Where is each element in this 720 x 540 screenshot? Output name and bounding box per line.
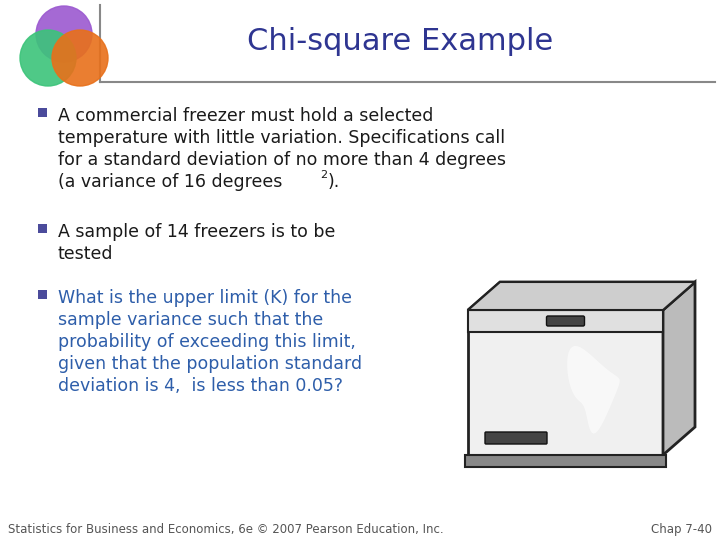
Text: probability of exceeding this limit,: probability of exceeding this limit, — [58, 333, 356, 351]
Polygon shape — [567, 346, 620, 434]
Circle shape — [20, 30, 76, 86]
Text: What is the upper limit (K) for the: What is the upper limit (K) for the — [58, 289, 352, 307]
Text: A sample of 14 freezers is to be: A sample of 14 freezers is to be — [58, 223, 336, 241]
Circle shape — [52, 30, 108, 86]
Text: given that the population standard: given that the population standard — [58, 355, 362, 373]
Polygon shape — [468, 310, 663, 332]
Text: tested: tested — [58, 245, 114, 263]
FancyBboxPatch shape — [485, 432, 547, 444]
Text: A commercial freezer must hold a selected: A commercial freezer must hold a selecte… — [58, 107, 433, 125]
Text: ).: ). — [328, 173, 341, 191]
FancyBboxPatch shape — [38, 108, 47, 117]
Text: temperature with little variation. Specifications call: temperature with little variation. Speci… — [58, 129, 505, 147]
Polygon shape — [468, 282, 695, 310]
Text: Chi-square Example: Chi-square Example — [247, 28, 553, 57]
Text: 2: 2 — [320, 170, 327, 180]
Text: Chap 7-40: Chap 7-40 — [651, 523, 712, 537]
Text: deviation is 4,  is less than 0.05?: deviation is 4, is less than 0.05? — [58, 377, 343, 395]
Polygon shape — [663, 282, 695, 455]
FancyBboxPatch shape — [38, 290, 47, 299]
Text: Statistics for Business and Economics, 6e © 2007 Pearson Education, Inc.: Statistics for Business and Economics, 6… — [8, 523, 444, 537]
Polygon shape — [468, 282, 695, 310]
Text: (a variance of 16 degrees: (a variance of 16 degrees — [58, 173, 282, 191]
FancyBboxPatch shape — [38, 224, 47, 233]
Polygon shape — [465, 455, 666, 467]
Text: for a standard deviation of no more than 4 degrees: for a standard deviation of no more than… — [58, 151, 506, 169]
FancyBboxPatch shape — [546, 316, 585, 326]
Polygon shape — [468, 310, 663, 455]
Text: sample variance such that the: sample variance such that the — [58, 311, 323, 329]
Circle shape — [36, 6, 92, 62]
